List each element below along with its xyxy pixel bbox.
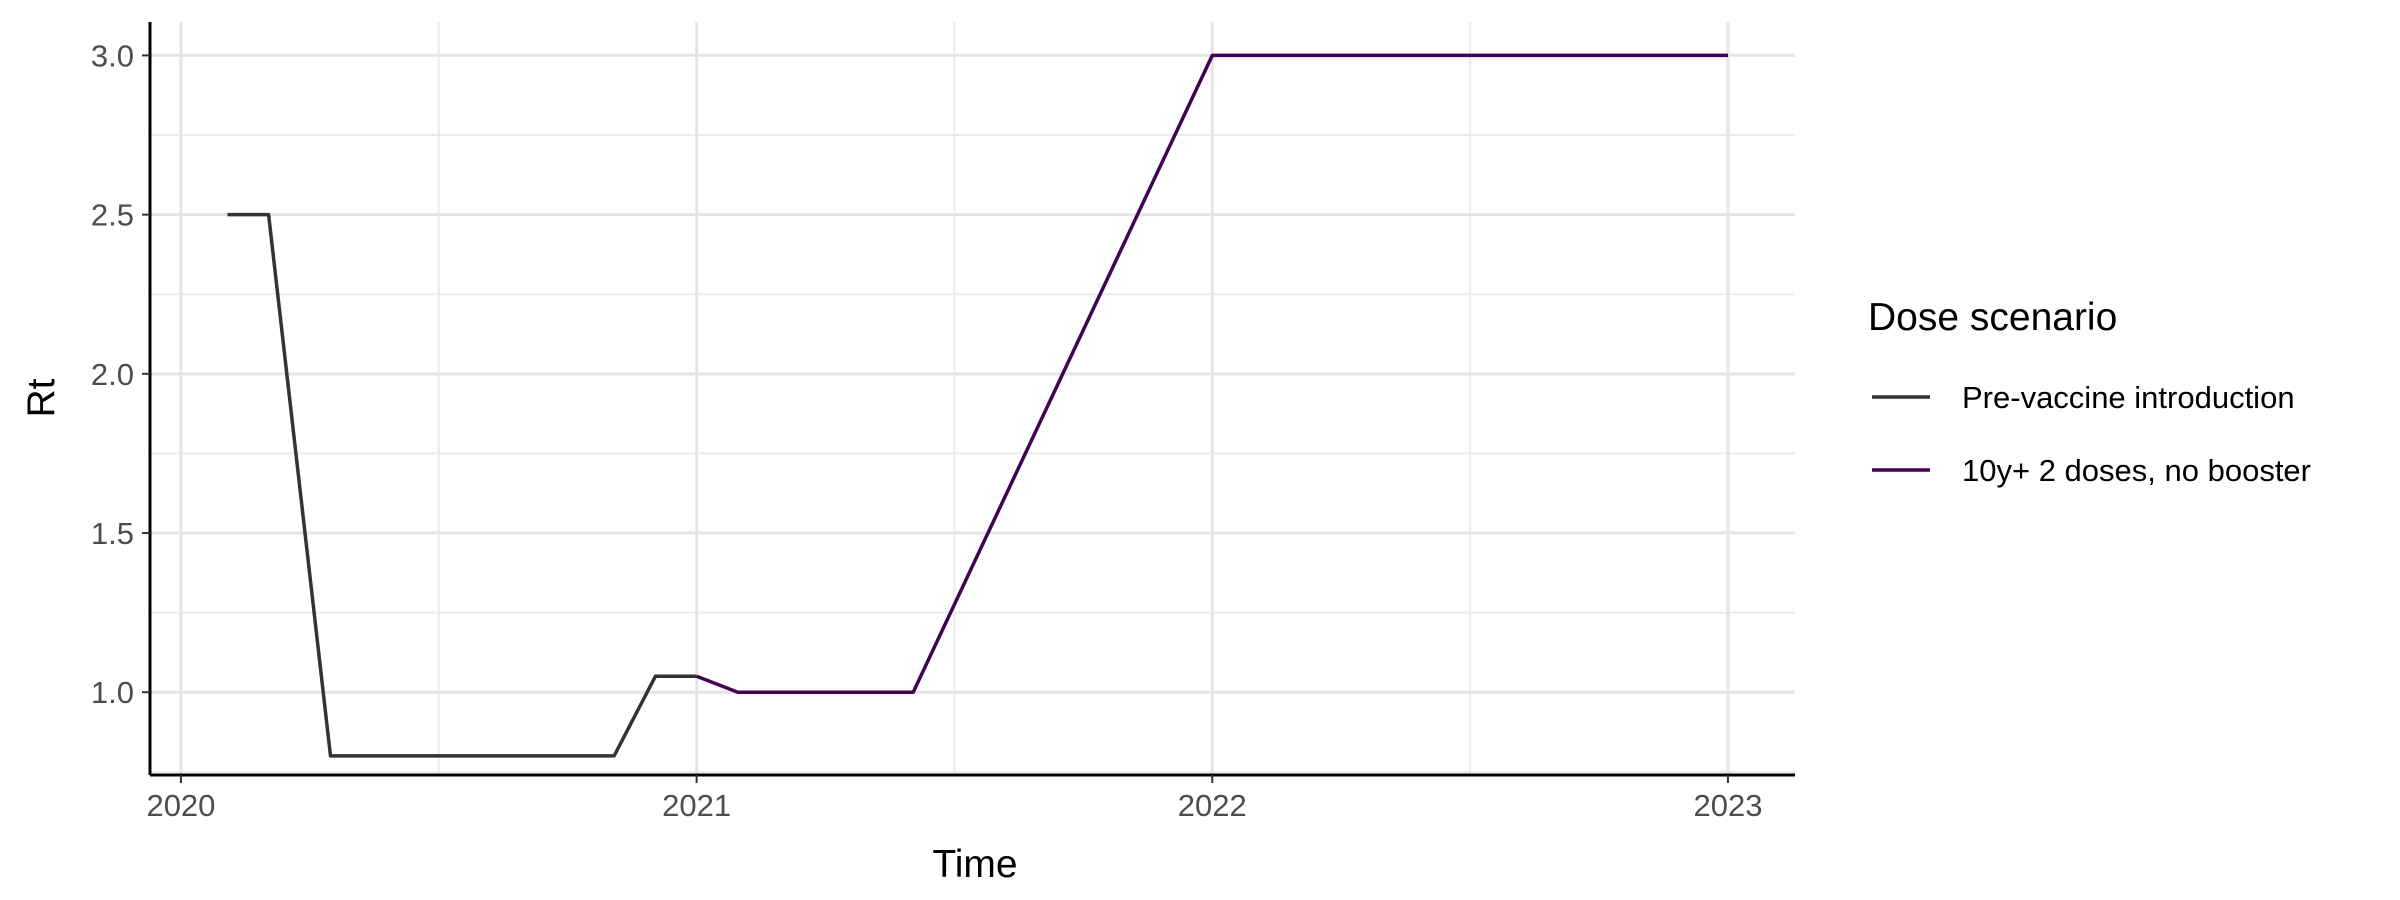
legend: Dose scenario Pre-vaccine introduction 10…: [1868, 296, 2311, 488]
x-tick-label: 2022: [1178, 788, 1247, 823]
major-gridlines: [150, 22, 1795, 775]
x-axis-ticks: 2020 2021 2022 2023: [146, 775, 1762, 823]
y-tick-label: 1.0: [91, 675, 134, 710]
minor-gridlines: [150, 22, 1795, 775]
y-tick-label: 2.0: [91, 357, 134, 392]
x-axis-title: Time: [932, 843, 1017, 886]
series-line-2: [695, 53, 1728, 694]
legend-label-2: 10y+ 2 doses, no booster: [1962, 453, 2311, 488]
y-axis-title: Rt: [20, 378, 63, 417]
series-line-1: [227, 212, 697, 758]
y-tick-label: 1.5: [91, 516, 134, 551]
series-layer: [227, 53, 1728, 758]
y-axis-ticks: 1.0 1.5 2.0 2.5 3.0: [91, 38, 150, 710]
y-tick-label: 2.5: [91, 198, 134, 233]
x-tick-label: 2023: [1693, 788, 1762, 823]
y-tick-label: 3.0: [91, 38, 134, 73]
legend-title: Dose scenario: [1868, 296, 2117, 339]
x-tick-label: 2020: [146, 788, 215, 823]
legend-items: Pre-vaccine introduction 10y+ 2 doses, no…: [1872, 380, 2311, 488]
legend-label-1: Pre-vaccine introduction: [1962, 380, 2295, 415]
x-tick-label: 2021: [662, 788, 731, 823]
